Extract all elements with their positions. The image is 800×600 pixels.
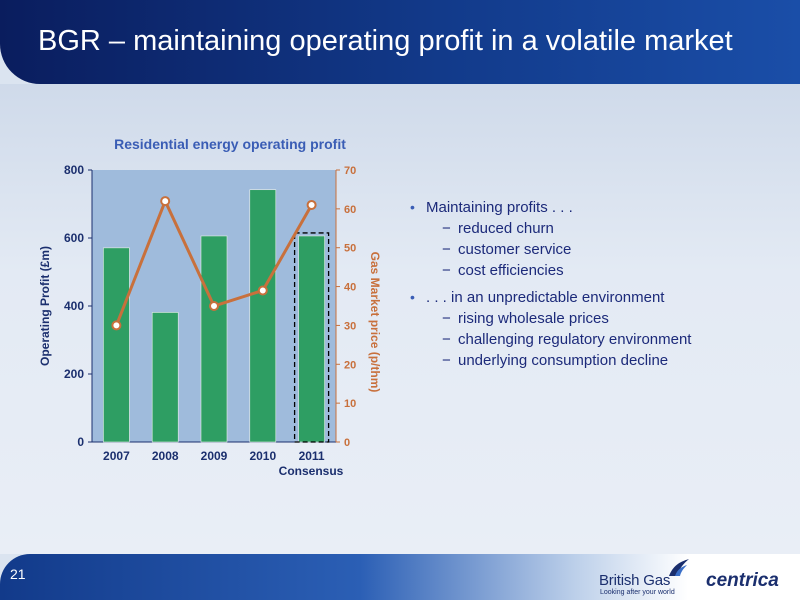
british-gas-flame-icon (669, 559, 689, 576)
dash-icon: − (442, 352, 451, 369)
right-tick-label: 40 (344, 282, 356, 294)
sub-bullet-item: − reduced churn (442, 218, 790, 239)
right-tick-label: 70 (344, 165, 356, 177)
x-tick-label: 2007 (103, 449, 130, 463)
left-tick-label: 200 (64, 367, 84, 381)
bullet-item: • Maintaining profits . . . (410, 197, 790, 218)
right-tick-label: 10 (344, 398, 356, 410)
footer-bar (0, 554, 800, 600)
left-tick-label: 0 (77, 435, 84, 449)
sub-bullet-text: reduced churn (458, 220, 554, 237)
bullet-dot-icon: • (410, 199, 415, 215)
price-point (111, 320, 122, 331)
bullet-dot-icon: • (410, 289, 415, 305)
dash-icon: − (442, 262, 451, 279)
consensus-dashed-box (293, 232, 330, 443)
sub-bullet-item: − rising wholesale prices (442, 308, 790, 329)
x-tick-label: 2009 (201, 449, 228, 463)
x-axis-labels: 2007 2008 2009 2010 2011 (103, 449, 325, 463)
sub-bullet-text: cost efficiencies (458, 262, 564, 279)
x-tick-label: 2011 (299, 449, 325, 463)
sub-bullet-item: − underlying consumption decline (442, 350, 790, 371)
centrica-logo: centrica (706, 570, 779, 591)
dash-icon: − (442, 310, 451, 327)
bar (103, 247, 130, 443)
x-category-note: Consensus (279, 464, 344, 478)
bar (200, 235, 228, 443)
page-number: 21 (10, 566, 26, 582)
bar (298, 235, 325, 443)
british-gas-logo: British Gas (599, 572, 671, 589)
sub-bullet-item: − cost efficiencies (442, 260, 790, 281)
price-line-series (111, 196, 317, 331)
bullet-text: . . . in an unpredictable environment (426, 289, 665, 306)
dash-icon: − (442, 220, 451, 237)
left-tick-label: 400 (64, 299, 84, 313)
left-tick-label: 600 (64, 231, 84, 245)
sub-bullet-item: − customer service (442, 239, 790, 260)
right-tick-label: 20 (344, 359, 356, 371)
sub-bullet-text: rising wholesale prices (458, 310, 609, 327)
price-point (306, 199, 317, 210)
left-tick-label: 800 (64, 163, 84, 177)
sub-bullet-item: − challenging regulatory environment (442, 329, 790, 350)
right-tick-label: 30 (344, 320, 356, 332)
bar-series (103, 189, 325, 443)
left-axis: 0 200 400 600 800 (64, 163, 336, 449)
right-axis: 0 10 20 30 40 50 60 70 (335, 165, 356, 449)
right-tick-label: 0 (344, 437, 350, 449)
price-point (209, 301, 219, 311)
bullet-text: Maintaining profits . . . (426, 199, 573, 216)
sub-bullet-text: underlying consumption decline (458, 352, 669, 369)
consensus-highlight (293, 232, 330, 443)
dash-icon: − (442, 241, 451, 258)
bar (249, 189, 277, 443)
header-bar: BGR – maintaining operating profit in a … (0, 0, 800, 84)
sub-bullet-text: customer service (458, 241, 572, 258)
y-axis-label: Operating Profit (£m) (38, 246, 52, 366)
bullet-list: • Maintaining profits . . . − reduced churn… (410, 197, 790, 371)
right-tick-label: 50 (344, 243, 356, 255)
y2-axis-label: Gas Market price (p/thm) (368, 252, 382, 393)
x-tick-label: 2008 (152, 449, 179, 463)
bullet-item: • . . . in an unpredictable environment (410, 287, 790, 308)
bar (151, 312, 179, 443)
chart-title: Residential energy operating profit (114, 136, 346, 152)
price-point (160, 196, 171, 207)
right-tick-label: 60 (344, 204, 356, 216)
price-point (257, 285, 268, 296)
dash-icon: − (442, 331, 451, 348)
x-tick-label: 2010 (249, 449, 276, 463)
sub-bullet-text: challenging regulatory environment (458, 331, 692, 348)
british-gas-tagline: Looking after your world (600, 589, 675, 596)
slide-title: BGR – maintaining operating profit in a … (38, 25, 733, 57)
